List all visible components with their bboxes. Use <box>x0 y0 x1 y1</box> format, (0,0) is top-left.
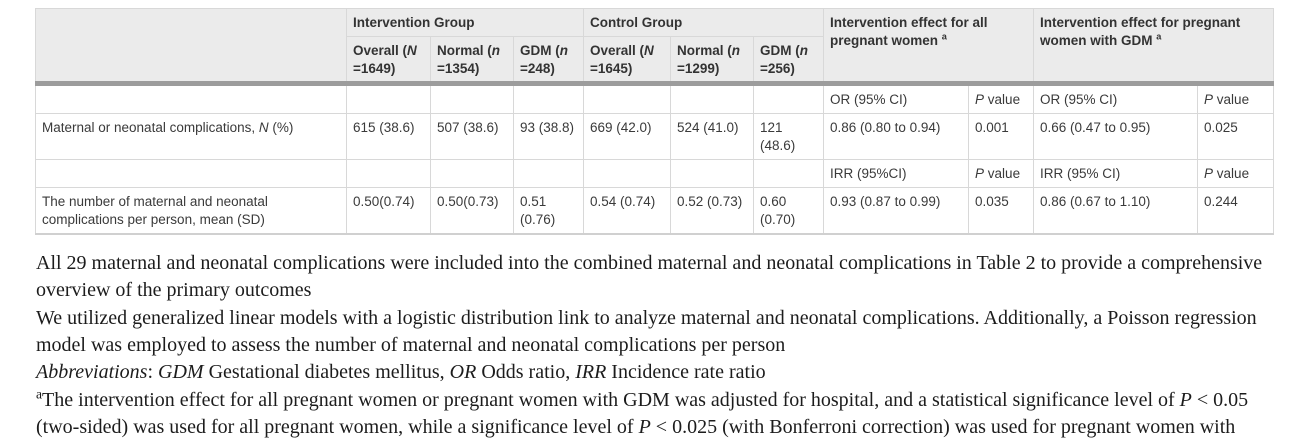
table-cell <box>752 159 825 189</box>
subheader-control-normal: Normal (n =1299) <box>670 35 754 85</box>
subheader-intervention-overall: Overall (N =1649) <box>346 35 431 85</box>
table-row-irr-stat: IRR (95%CI) P value IRR (95% CI) P value <box>35 159 1275 189</box>
table-cell <box>430 159 514 189</box>
table-cell: 0.244 <box>1197 187 1275 235</box>
table-cell: 0.86 (0.67 to 1.10) <box>1033 187 1199 235</box>
table-cell <box>583 159 671 189</box>
row-label <box>35 159 347 189</box>
stat-label-pvalue-all: P value <box>968 81 1035 115</box>
table-cell: 0.001 <box>968 113 1035 161</box>
stat-label-or-gdm: OR (95% CI) <box>1033 81 1199 115</box>
group-header-control: Control Group <box>582 8 825 37</box>
table-cell: 507 (38.6) <box>430 113 514 161</box>
footnote-significance: aThe intervention effect for all pregnan… <box>36 386 1249 444</box>
row-label: Maternal or neonatal complications, N (%… <box>35 113 347 161</box>
stat-label-irr-gdm: IRR (95% CI) <box>1033 159 1199 189</box>
outcomes-table: Intervention Group Control Group Interve… <box>35 7 1275 235</box>
subheader-intervention-normal: Normal (n =1354) <box>430 35 514 85</box>
footnote-abbreviations: Abbreviations: GDM Gestational diabetes … <box>36 361 766 384</box>
stat-label-pvalue-all: P value <box>968 159 1035 189</box>
table-cell: 0.50(0.74) <box>346 187 431 235</box>
table-cell <box>670 81 754 115</box>
group-header-effect-gdm: Intervention effect for pregnant women w… <box>1033 7 1275 85</box>
table-cell: 0.025 <box>1197 113 1275 161</box>
table-row-complications: Maternal or neonatal complications, N (%… <box>35 113 1275 161</box>
table-cell: 524 (41.0) <box>670 113 754 161</box>
subheader-control-gdm: GDM (n =256) <box>752 35 825 85</box>
table-cell: 0.54 (0.74) <box>583 187 671 235</box>
table-cell: 615 (38.6) <box>346 113 431 161</box>
table-cell <box>670 159 754 189</box>
outcomes-table-container: Intervention Group Control Group Interve… <box>35 7 1302 235</box>
table-row-or-stat: OR (95% CI) P value OR (95% CI) P value <box>35 81 1275 115</box>
table-cell <box>513 159 584 189</box>
table-cell: 0.50(0.73) <box>430 187 514 235</box>
table-cell: 0.86 (0.80 to 0.94) <box>823 113 970 161</box>
footnote-line: We utilized generalized linear models wi… <box>36 306 1257 357</box>
table-cell: 0.52 (0.73) <box>670 187 754 235</box>
stat-label-irr-all: IRR (95%CI) <box>823 159 970 189</box>
table-cell: 121 (48.6) <box>752 113 825 161</box>
table-cell: 0.93 (0.87 to 0.99) <box>823 187 970 235</box>
table-cell <box>583 81 671 115</box>
table-row-complication-count: The number of maternal and neonatal comp… <box>35 187 1275 235</box>
table-cell: 669 (42.0) <box>583 113 671 161</box>
table-cell: 93 (38.8) <box>513 113 584 161</box>
table-cell <box>752 81 825 115</box>
table-cell <box>513 81 584 115</box>
row-label <box>35 81 347 115</box>
stat-label-or-all: OR (95% CI) <box>823 81 970 115</box>
table-cell <box>346 159 431 189</box>
table-cell: 0.60 (0.70) <box>752 187 825 235</box>
group-header-effect-all: Intervention effect for all pregnant wom… <box>823 7 1035 85</box>
footnote-line: All 29 maternal and neonatal complicatio… <box>36 251 1263 302</box>
group-header-intervention: Intervention Group <box>346 8 584 37</box>
table-cell <box>430 81 514 115</box>
subheader-control-overall: Overall (N =1645) <box>583 35 671 85</box>
row-label: The number of maternal and neonatal comp… <box>35 187 347 235</box>
table-cell: 0.035 <box>968 187 1035 235</box>
table-cell: 0.51 (0.76) <box>513 187 584 235</box>
table-footnotes: All 29 maternal and neonatal complicatio… <box>36 250 1274 444</box>
table-cell <box>346 81 431 115</box>
stat-label-pvalue-gdm: P value <box>1197 81 1275 115</box>
corner-header-cell <box>35 7 347 85</box>
table-cell: 0.66 (0.47 to 0.95) <box>1033 113 1199 161</box>
stat-label-pvalue-gdm: P value <box>1197 159 1275 189</box>
subheader-intervention-gdm: GDM (n =248) <box>513 35 584 85</box>
